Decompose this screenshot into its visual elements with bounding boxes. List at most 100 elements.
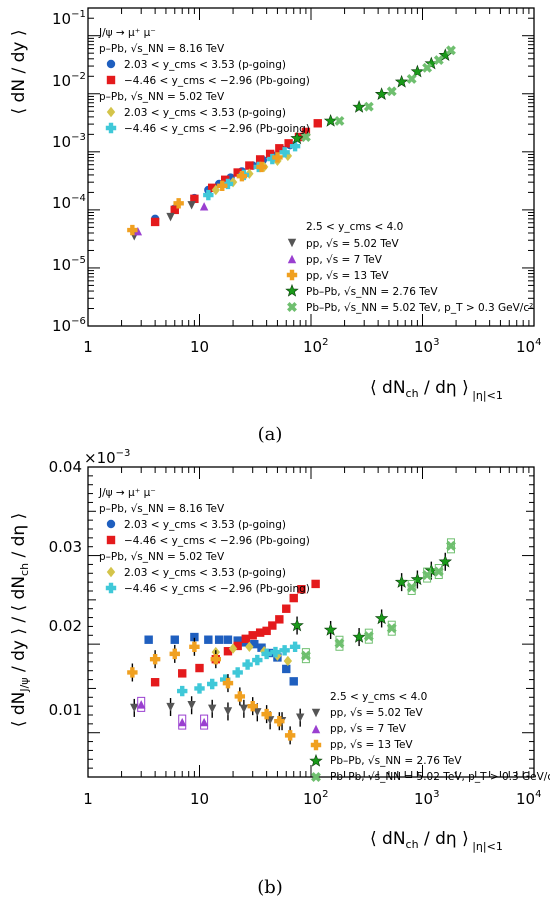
data-point: [300, 132, 311, 142]
data-point: [300, 650, 311, 661]
data-point: [334, 116, 345, 126]
data-point: [284, 730, 296, 741]
legend-header: 2.5 < y_cms < 4.0: [306, 221, 403, 233]
data-point: [247, 700, 258, 712]
tick-label: 10: [190, 790, 209, 808]
legend-marker: [311, 724, 321, 734]
panel-a-x-ticks: [87, 8, 530, 326]
data-point: [363, 101, 374, 112]
legend-marker: [106, 75, 116, 85]
legend-marker: [106, 566, 116, 578]
data-point: [274, 716, 285, 727]
data-point: [352, 100, 366, 113]
legend-entry: −4.46 < y_cms < −2.96 (Pb-going): [124, 535, 310, 547]
data-point: [283, 655, 293, 667]
tick-label: 10: [190, 338, 209, 356]
syst-box: [387, 620, 396, 636]
data-point: [149, 654, 161, 665]
legend-marker: [309, 753, 323, 767]
legend-header: 2.5 < y_cms < 4.0: [330, 691, 427, 703]
panel-a-x-axis-title: ⟨ dNch / dη ⟩ |η|<1: [370, 378, 503, 402]
data-point: [279, 147, 290, 158]
data-point: [144, 635, 153, 644]
data-point: [406, 73, 417, 84]
data-point: [236, 171, 248, 182]
data-point: [234, 691, 246, 702]
data-point: [374, 611, 389, 625]
legend-marker: [311, 772, 321, 782]
data-point: [166, 212, 175, 222]
data-point: [170, 205, 179, 215]
syst-box: [446, 538, 455, 554]
legend-entry: pp, √s = 5.02 TeV: [306, 238, 399, 250]
data-point: [446, 45, 456, 56]
data-point: [270, 646, 281, 658]
tick-label: 1: [83, 790, 93, 808]
data-point: [245, 168, 254, 179]
data-point: [279, 645, 290, 656]
data-point: [297, 585, 306, 594]
tick-label: 103: [414, 789, 439, 808]
tick-label: 0.02: [49, 617, 82, 635]
data-point: [187, 701, 196, 710]
legend-entry: pp, √s = 7 TeV: [306, 254, 383, 266]
data-point: [422, 62, 433, 73]
data-point: [257, 643, 266, 652]
data-point: [190, 194, 199, 204]
data-point: [323, 113, 338, 127]
data-point: [245, 161, 254, 170]
data-point: [301, 127, 311, 137]
data-point: [187, 201, 196, 210]
data-point: [433, 55, 444, 66]
legend-marker: [311, 708, 321, 718]
tick-label: 1: [83, 338, 93, 356]
legend-marker: [285, 283, 299, 297]
panel-b-legend-left: J/ψ → μ⁺ μ⁻ p–Pb, √s_NN = 8.16 TeV 2.03 …: [98, 487, 310, 595]
data-point: [334, 638, 345, 649]
legend-label: p–Pb, √s_NN = 5.02 TeV: [99, 551, 225, 563]
data-point: [178, 669, 187, 678]
panel-b-y-axis-title: ⟨ dNJ/ψ / dy ⟩ / ⟨ dNch / dη ⟩: [9, 513, 31, 727]
data-point: [190, 632, 199, 642]
data-point: [211, 184, 220, 196]
data-point: [438, 554, 453, 568]
data-point: [255, 628, 265, 637]
legend-marker: [287, 302, 297, 312]
data-point: [130, 703, 139, 713]
legend-marker: [106, 535, 116, 545]
tick-label: 10−2: [52, 71, 86, 90]
legend-marker: [310, 739, 322, 751]
data-point: [210, 654, 221, 665]
data-point: [166, 702, 175, 712]
data-point: [173, 198, 184, 209]
data-point: [256, 161, 267, 173]
data-point: [252, 654, 263, 666]
data-point: [233, 641, 242, 651]
legend-marker: [106, 59, 116, 69]
legend-entry: 2.03 < y_cms < 3.53 (p-going): [124, 567, 286, 579]
legend-entry: Pb–Pb, √s_NN = 5.02 TeV, p_T > 0.3 GeV/c…: [306, 302, 533, 314]
data-point: [228, 643, 238, 654]
data-point: [223, 647, 233, 656]
panel-a-y-axis-title: ⟨ dN / dy ⟩: [9, 30, 29, 115]
legend-label: p–Pb, √s_NN = 8.16 TeV: [99, 503, 225, 515]
data-point: [352, 630, 366, 643]
data-point: [311, 579, 320, 589]
panel-b-exponent-label: ×10−3: [84, 448, 130, 467]
panel-b-x-tick-labels: 1 10 102 103 104: [83, 789, 541, 808]
data-point: [268, 621, 277, 630]
data-point: [208, 704, 217, 713]
data-point: [250, 639, 259, 649]
legend-marker: [105, 122, 117, 134]
legend-entry: 2.03 < y_cms < 3.53 (p-going): [124, 107, 286, 119]
data-point: [255, 155, 265, 164]
panel-a-legend-left: J/ψ → μ⁺ μ⁻ p–Pb, √s_NN = 8.16 TeV 2.03 …: [98, 27, 310, 135]
data-point: [386, 623, 397, 634]
data-point: [219, 674, 231, 685]
data-point: [178, 717, 187, 727]
data-point: [261, 648, 272, 660]
data-point: [272, 152, 283, 163]
legend-entry: 2.03 < y_cms < 3.53 (p-going): [124, 519, 286, 531]
data-point: [223, 635, 233, 644]
